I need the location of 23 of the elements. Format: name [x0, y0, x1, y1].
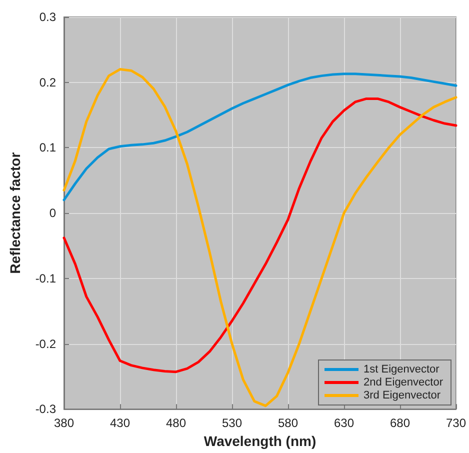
x-tick-label: 480	[166, 416, 186, 430]
x-tick-label: 630	[334, 416, 354, 430]
y-tick-label: -0.1	[35, 271, 56, 286]
x-axis-title: Wavelength (nm)	[204, 433, 316, 449]
x-tick-label: 680	[390, 416, 410, 430]
y-tick-label: 0.1	[39, 140, 56, 155]
legend-label: 3rd Eigenvector	[364, 390, 441, 402]
y-tick-label: 0.2	[39, 75, 56, 90]
line-series	[62, 72, 458, 202]
y-tick-label: -0.2	[35, 336, 56, 351]
y-axis-title: Reflectance factor	[7, 152, 23, 274]
x-tick-label: 380	[54, 416, 74, 430]
y-tick-label: 0.3	[39, 10, 56, 24]
x-tick-label: 730	[446, 416, 466, 430]
x-tick-label: 430	[110, 416, 130, 430]
legend-label: 1st Eigenvector	[364, 364, 440, 376]
line-series	[62, 68, 458, 408]
x-tick-label: 580	[278, 416, 298, 430]
line-series	[62, 97, 458, 374]
y-tick-label: 0	[49, 206, 56, 220]
x-tick-label: 530	[222, 416, 242, 430]
legend-label: 2nd Eigenvector	[364, 376, 444, 388]
y-tick-label: -0.3	[35, 402, 56, 416]
